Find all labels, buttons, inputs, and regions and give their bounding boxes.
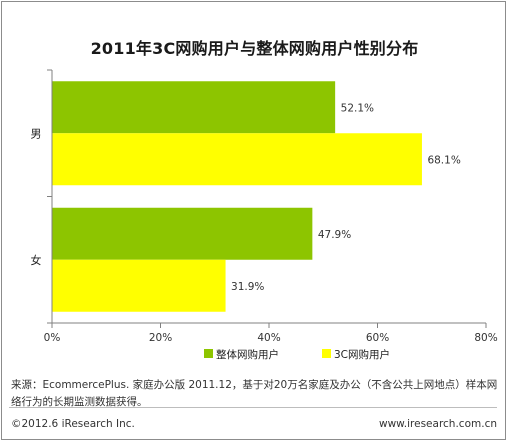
footer-divider [9,407,497,408]
x-tick-label: 60% [366,332,389,344]
bar-3c-1 [52,259,226,312]
data-label: 31.9% [231,281,264,293]
x-tick-label: 40% [257,332,280,344]
legend-label-1: 3C网购用户 [334,348,390,361]
data-label: 68.1% [427,154,460,166]
source-note: 来源：EcommercePlus. 家庭办公版 2011.12，基于对20万名家… [11,379,498,408]
data-label: 52.1% [341,102,374,114]
x-tick-label: 0% [44,332,61,344]
x-tick-label: 20% [149,332,172,344]
bar-overall-0 [52,81,336,134]
bar-overall-1 [52,207,313,260]
legend-swatch-0 [204,349,213,358]
website-text: www.iresearch.com.cn [378,418,497,430]
chart-title: 2011年3C网购用户与整体网购用户性别分布 [90,39,419,58]
legend-label-0: 整体网购用户 [216,348,279,361]
data-label: 47.9% [318,229,351,241]
y-category-label: 女 [31,253,42,267]
y-category-label: 男 [31,127,42,140]
bar-3c-0 [52,133,422,186]
x-tick-label: 80% [474,332,497,344]
legend-swatch-1 [322,349,331,358]
copyright-text: ©2012.6 iResearch Inc. [11,418,135,430]
